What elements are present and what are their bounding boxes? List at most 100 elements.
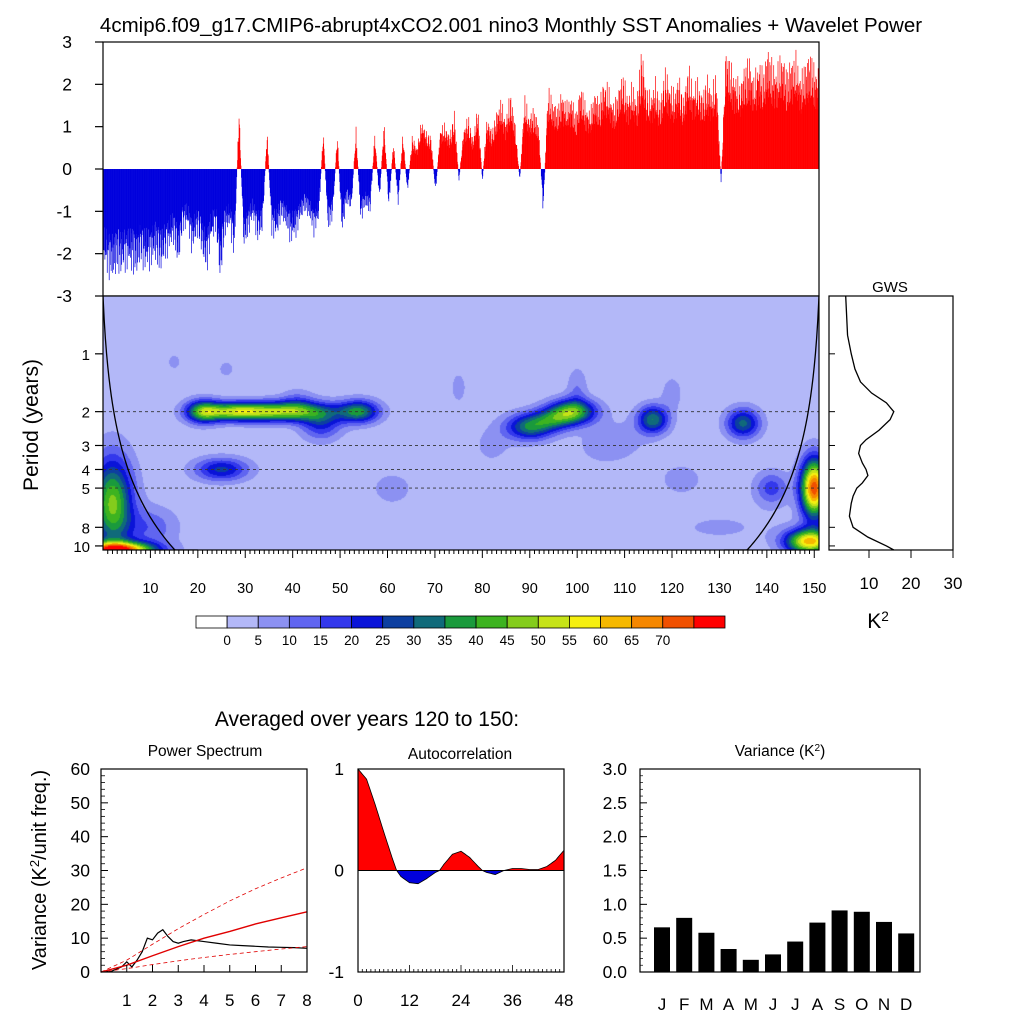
sst-anomaly-bar <box>326 169 328 200</box>
sst-anomaly-bar <box>468 117 470 169</box>
sst-anomaly-bar <box>765 66 767 169</box>
sst-anomaly-bar <box>356 148 357 169</box>
sst-anomaly-bar <box>742 108 744 169</box>
sst-anomaly-bar <box>740 116 742 169</box>
sst-anomaly-bar <box>461 156 463 169</box>
sst-anomaly-bar <box>230 169 232 212</box>
sst-anomaly-bar <box>269 169 271 188</box>
sst-anomaly-bar <box>281 169 282 215</box>
sst-anomaly-bar <box>787 102 788 169</box>
sst-anomaly-bar <box>498 109 500 169</box>
sst-anomaly-bar <box>516 148 518 169</box>
sst-anomaly-bar <box>197 169 199 212</box>
sst-anomaly-bar <box>371 169 373 181</box>
sst-anomaly-bar <box>563 126 565 169</box>
sst-anomaly-bar <box>714 104 715 169</box>
sst-anomaly-bar <box>438 156 440 169</box>
sst-anomaly-bar <box>595 121 597 169</box>
sst-anomaly-bar <box>663 90 664 169</box>
sst-anomaly-bar <box>328 169 330 208</box>
sst-anomaly-bar <box>666 74 668 169</box>
sst-anomaly-bar <box>682 125 684 169</box>
sst-anomaly-bar <box>173 169 174 246</box>
sst-anomaly-bar <box>666 102 668 169</box>
sst-anomaly-bar <box>373 156 374 169</box>
sst-anomaly-bar <box>187 169 188 218</box>
sst-anomaly-bar <box>654 118 655 169</box>
sst-anomaly-bar <box>202 169 204 231</box>
sst-anomaly-bar <box>495 131 497 169</box>
sst-anomaly-bar <box>181 169 183 236</box>
sst-anomaly-bar <box>257 169 258 231</box>
sst-anomaly-bar <box>712 117 713 169</box>
sst-anomaly-bar <box>789 62 791 169</box>
sst-anomaly-bar <box>800 94 801 169</box>
sst-anomaly-bar <box>130 169 132 234</box>
sst-anomaly-bar <box>232 169 234 236</box>
sst-anomaly-bar <box>573 127 575 169</box>
sst-anomaly-bar <box>465 141 466 169</box>
sst-anomaly-bar <box>291 169 293 242</box>
sst-anomaly-bar <box>377 169 378 173</box>
sst-anomaly-bar <box>440 133 442 169</box>
sst-anomaly-bar <box>128 169 130 256</box>
sst-anomaly-bar <box>476 124 478 169</box>
sst-anomaly-bar <box>571 127 573 169</box>
sst-anomaly-bar <box>132 169 134 249</box>
sst-anomaly-bar <box>352 169 354 179</box>
sst-anomaly-bar <box>313 169 314 210</box>
sst-anomaly-bar <box>684 91 686 169</box>
sst-anomaly-bar <box>364 169 365 200</box>
sst-anomaly-bar <box>134 169 136 264</box>
sst-anomaly-bar <box>412 144 414 169</box>
sst-anomaly-bar <box>141 169 143 236</box>
sst-anomaly-bar <box>444 142 446 169</box>
sst-anomaly-bar <box>624 80 626 169</box>
sst-anomaly-bar <box>425 137 427 169</box>
sst-anomaly-bar <box>486 121 488 169</box>
sst-anomaly-bar <box>377 169 379 186</box>
sst-anomaly-bar <box>387 169 389 195</box>
sst-anomaly-bar <box>324 169 326 171</box>
sst-anomaly-bar <box>747 81 749 169</box>
sst-anomaly-bar <box>555 127 557 169</box>
sst-anomaly-bar <box>607 106 608 169</box>
sst-anomaly-bar <box>471 146 473 169</box>
sst-anomaly-bar <box>177 169 178 243</box>
sst-anomaly-bar <box>308 169 310 200</box>
sst-anomaly-bar <box>351 169 353 198</box>
sst-anomaly-bar <box>557 129 559 169</box>
sst-anomaly-bar <box>796 100 798 169</box>
sst-anomaly-bar <box>582 92 584 169</box>
sst-anomaly-bar <box>190 169 192 226</box>
month-label: F <box>679 995 689 1014</box>
sst-anomaly-bar <box>208 169 210 235</box>
sst-anomaly-bar <box>723 106 725 169</box>
sst-anomaly-bar <box>209 169 210 255</box>
sst-anomaly-bar <box>258 169 260 235</box>
sst-anomaly-bar <box>450 129 452 169</box>
sst-anomaly-bar <box>811 95 812 169</box>
sst-anomaly-bar <box>472 149 473 169</box>
sst-anomaly-bar <box>510 97 512 169</box>
sst-anomaly-bar <box>225 169 226 236</box>
sst-anomaly-bar <box>518 169 520 172</box>
sst-anomaly-bar <box>328 169 330 206</box>
sst-anomaly-bar <box>542 169 544 209</box>
sst-anomaly-bar <box>794 72 795 169</box>
sst-anomaly-bar <box>154 169 155 225</box>
sst-anomaly-bar <box>569 117 570 169</box>
sst-anomaly-bar <box>640 54 642 169</box>
sst-anomaly-bar <box>504 118 505 169</box>
sst-anomaly-bar <box>264 169 266 176</box>
cone-of-influence-right <box>724 296 819 550</box>
sst-anomaly-bar <box>260 169 262 211</box>
sst-anomaly-bar <box>565 121 567 169</box>
sst-anomaly-bar <box>490 128 492 169</box>
sst-anomaly-bar <box>480 157 482 169</box>
sst-anomaly-bar <box>236 167 238 169</box>
sst-anomaly-bar <box>147 169 149 252</box>
sst-anomaly-bar <box>681 113 683 169</box>
sst-anomaly-bar <box>243 169 244 238</box>
sst-anomaly-bar <box>393 151 395 169</box>
